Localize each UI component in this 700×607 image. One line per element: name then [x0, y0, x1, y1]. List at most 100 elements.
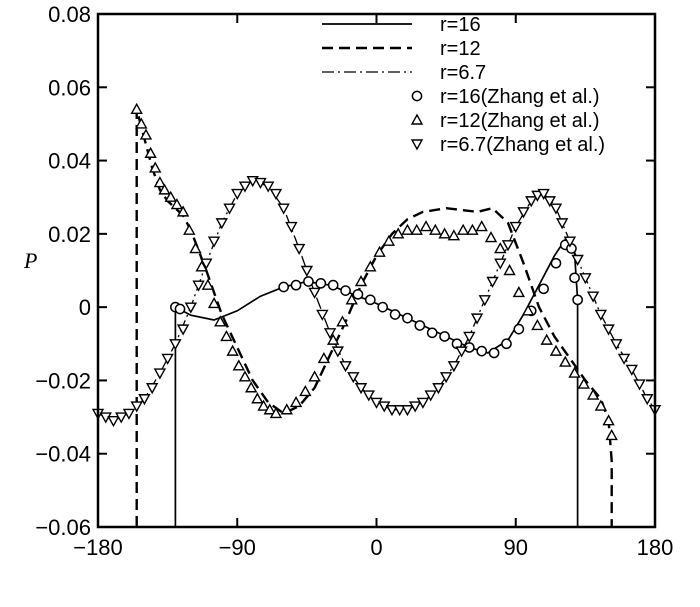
data-point [594, 309, 608, 321]
y-tick-label: −0.04 [35, 442, 91, 467]
data-point [538, 283, 549, 295]
data-point [466, 223, 479, 235]
data-point [401, 405, 414, 417]
data-point [331, 346, 345, 358]
data-point [315, 277, 327, 289]
data-point [195, 260, 208, 272]
data-point [494, 242, 507, 254]
data-point [402, 312, 413, 324]
data-point [184, 302, 198, 314]
data-point [488, 347, 500, 359]
data-point [262, 181, 275, 193]
data-point [555, 218, 569, 230]
data-point [289, 395, 303, 408]
legend-label-1: r=12 [440, 38, 481, 60]
series-markers-3 [170, 239, 583, 359]
x-tick-label: 90 [504, 535, 528, 560]
data-point [509, 221, 522, 233]
data-point [456, 223, 470, 235]
data-point [594, 399, 608, 411]
data-point [377, 301, 389, 313]
data-point [382, 234, 396, 246]
data-point [569, 272, 580, 284]
data-point [251, 392, 264, 404]
data-point [153, 368, 167, 380]
data-point [633, 379, 646, 391]
data-point [610, 339, 623, 351]
legend-label-4: r=12(Zhang et al.) [440, 110, 600, 132]
data-point [525, 196, 538, 208]
data-point [231, 188, 244, 200]
data-point [285, 221, 298, 233]
x-tick-label: 180 [637, 535, 674, 560]
plot-area [91, 102, 662, 527]
data-point [503, 264, 516, 276]
data-point [189, 242, 202, 254]
series-line-1 [135, 108, 613, 527]
data-point [447, 361, 461, 373]
data-point [347, 372, 360, 384]
series-markers-4 [130, 102, 618, 441]
x-tick-label: 0 [370, 535, 382, 560]
data-point [340, 285, 351, 297]
data-point [577, 377, 591, 389]
data-point [226, 344, 239, 356]
data-point [327, 279, 339, 291]
data-point [308, 370, 321, 382]
data-point [571, 254, 584, 266]
data-point [401, 223, 414, 235]
data-point [115, 412, 128, 424]
data-point [214, 315, 227, 327]
data-point [521, 304, 535, 316]
data-point [138, 394, 151, 406]
axis-ticks: −180 −90 0 90 180 −0.06 −0.04 −0.02 0 0.02 0.04 0.0… [35, 2, 673, 560]
data-point [385, 405, 399, 417]
data-point [447, 229, 461, 241]
data-point [414, 320, 426, 331]
data-point [130, 401, 143, 413]
data-point [220, 330, 233, 342]
data-point [559, 355, 572, 367]
data-point [531, 319, 544, 331]
data-point [145, 383, 159, 395]
data-point [484, 231, 498, 243]
data-point [257, 399, 270, 411]
legend-marker-4 [410, 113, 424, 125]
data-point [364, 260, 377, 272]
data-point [364, 294, 376, 306]
data-point [416, 397, 430, 409]
data-point [391, 227, 405, 239]
data-point [170, 198, 184, 210]
data-point [278, 281, 290, 293]
y-tick-label: 0 [79, 295, 91, 320]
y-tick-label: 0.02 [48, 222, 91, 247]
data-point [617, 353, 631, 365]
data-point [463, 331, 476, 343]
data-point [393, 405, 406, 417]
y-tick-label: 0.04 [48, 149, 91, 174]
data-point [540, 333, 553, 345]
data-point [439, 372, 453, 384]
data-point [470, 313, 484, 325]
data-point [130, 102, 143, 114]
data-point [432, 383, 445, 395]
data-point [290, 279, 302, 291]
data-point [602, 324, 615, 336]
data-point [354, 383, 368, 395]
data-point [316, 309, 329, 321]
y-tick-label: 0.08 [48, 2, 91, 27]
y-axis-label: P [23, 248, 37, 273]
data-point [107, 416, 120, 428]
data-point [478, 295, 491, 307]
data-point [200, 258, 213, 270]
data-point [277, 203, 290, 215]
y-tick-label: −0.02 [35, 368, 91, 393]
data-point [263, 403, 276, 415]
data-point [354, 275, 368, 287]
data-point [244, 381, 258, 393]
data-point [549, 203, 563, 215]
data-point [232, 359, 245, 371]
data-point [149, 161, 162, 173]
data-point [586, 291, 600, 303]
